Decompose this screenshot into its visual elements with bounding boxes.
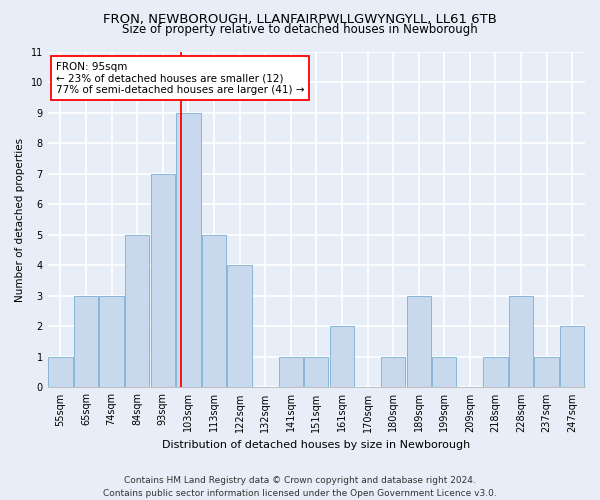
Bar [202,234,226,388]
Bar [227,266,252,388]
Bar [560,326,584,388]
Bar [151,174,175,388]
Bar [407,296,431,388]
X-axis label: Distribution of detached houses by size in Newborough: Distribution of detached houses by size … [162,440,470,450]
Bar [125,234,149,388]
Bar [330,326,354,388]
Bar [304,357,328,388]
Bar [278,357,303,388]
Text: Contains HM Land Registry data © Crown copyright and database right 2024.
Contai: Contains HM Land Registry data © Crown c… [103,476,497,498]
Text: Size of property relative to detached houses in Newborough: Size of property relative to detached ho… [122,22,478,36]
Bar [483,357,508,388]
Bar [535,357,559,388]
Bar [74,296,98,388]
Bar [432,357,457,388]
Y-axis label: Number of detached properties: Number of detached properties [15,138,25,302]
Text: FRON: 95sqm
← 23% of detached houses are smaller (12)
77% of semi-detached house: FRON: 95sqm ← 23% of detached houses are… [56,62,304,95]
Bar [381,357,405,388]
Bar [509,296,533,388]
Bar [100,296,124,388]
Bar [176,112,200,388]
Text: FRON, NEWBOROUGH, LLANFAIRPWLLGWYNGYLL, LL61 6TB: FRON, NEWBOROUGH, LLANFAIRPWLLGWYNGYLL, … [103,12,497,26]
Bar [49,357,73,388]
